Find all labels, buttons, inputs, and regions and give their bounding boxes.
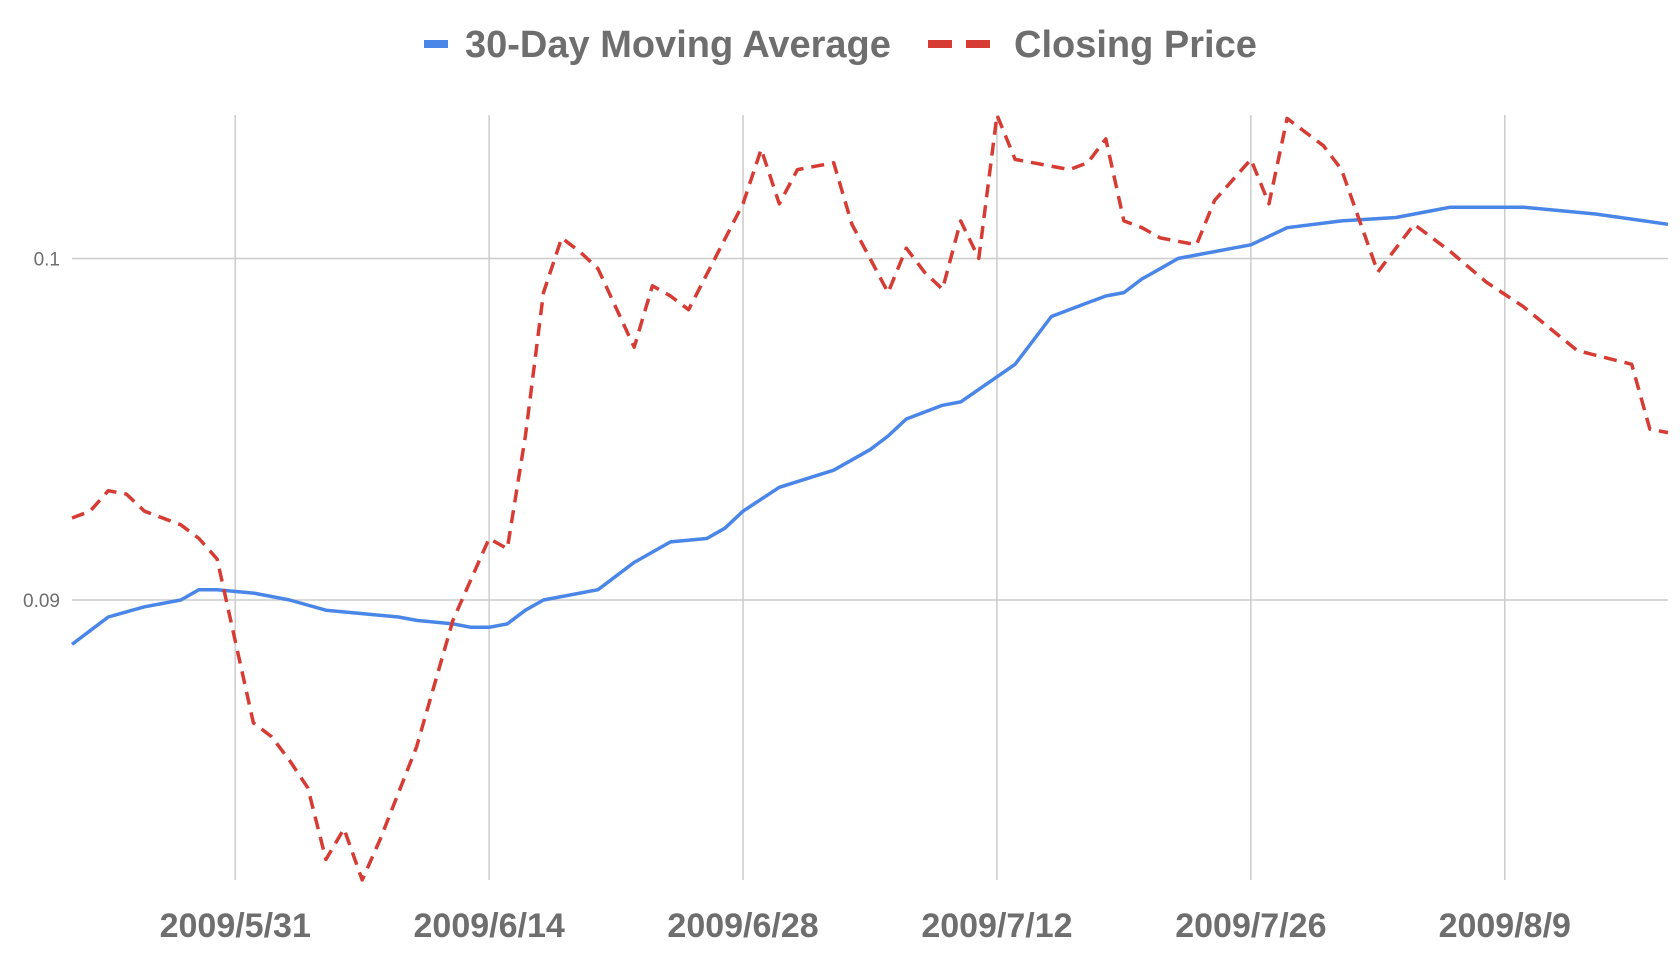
x-tick-label: 2009/5/31: [160, 907, 311, 945]
y-axis-ticks: 0.09 0.1: [23, 249, 60, 612]
y-tick-label: 0.09: [23, 591, 60, 612]
series-line-moving-average: [70, 205, 1669, 646]
legend-label-moving-average: 30-Day Moving Average: [465, 24, 891, 66]
x-tick-label: 2009/8/9: [1439, 907, 1571, 945]
x-tick-label: 2009/6/28: [667, 907, 818, 945]
legend-label-closing-price: Closing Price: [1014, 24, 1257, 66]
x-tick-label: 2009/7/26: [1175, 907, 1326, 945]
y-tick-label: 0.1: [34, 249, 60, 270]
x-tick-label: 2009/6/14: [414, 907, 565, 945]
plot-area: [70, 113, 1669, 882]
x-axis-ticks: 2009/5/31 2009/6/14 2009/6/28 2009/7/12 2009…: [160, 907, 1571, 945]
gridlines: [72, 115, 1668, 880]
x-tick-label: 2009/7/12: [921, 907, 1072, 945]
series-line-closing-price: [71, 113, 1669, 882]
legend: 30-Day Moving Average Closing Price: [424, 24, 1257, 66]
